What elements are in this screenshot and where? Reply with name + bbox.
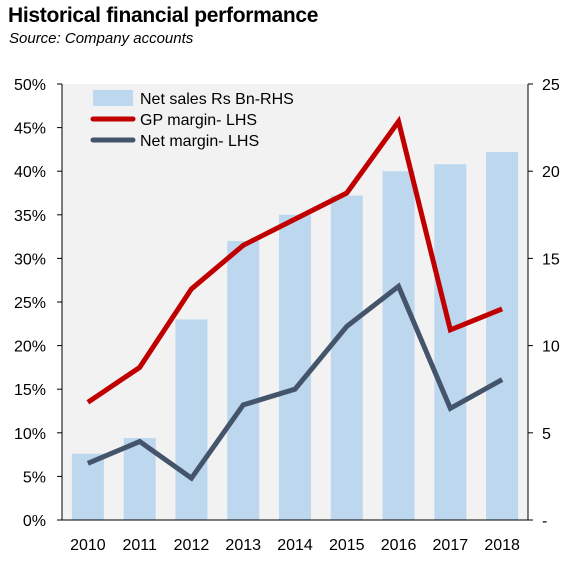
legend-label: Net margin- LHS [140,133,259,150]
right-tick-label: 25 [542,77,560,94]
bar-2018 [486,152,519,521]
x-tick-label: 2011 [122,537,157,554]
axes: 0% 5% 10% 15% 20% 25% 30% 35% 40% 45% 50% - 5 10 15 20 2… [14,77,560,554]
left-tick-label: 15% [14,382,46,399]
legend-swatch-bar [93,90,133,106]
left-tick-label: 20% [14,339,46,356]
right-tick-label: 20 [542,164,560,181]
bar-2017 [434,164,467,520]
x-tick-label: 2010 [70,537,106,554]
legend-label: GP margin- LHS [140,112,257,129]
right-tick-label: - [542,513,547,530]
left-tick-label: 5% [23,469,46,486]
bar-2014 [279,214,311,521]
left-tick-label: 40% [14,164,46,181]
legend-label: Net sales Rs Bn-RHS [140,91,294,108]
chart-subtitle: Source: Company accounts [9,30,194,47]
left-tick-label: 10% [14,426,46,443]
line-net-margin-lhs [86,282,504,482]
bar-2010 [71,453,104,520]
x-tick-label: 2012 [174,537,210,554]
bar-2013 [227,240,260,520]
right-tick-label: 10 [542,339,560,356]
legend: Net sales Rs Bn-RHS GP margin- LHS Net mar… [90,90,294,150]
left-tick-label: 45% [14,121,46,138]
x-tick-label: 2014 [277,537,313,554]
left-tick-label: 35% [14,208,46,225]
line-gp-margin-lhs [86,115,504,405]
x-tick-label: 2013 [225,537,261,554]
right-tick-label: 5 [542,426,551,443]
chart-title: Historical financial performance [8,4,319,27]
bar-2016 [382,171,415,520]
left-tick-label: 25% [14,295,46,312]
x-tick-label: 2015 [329,537,365,554]
bar-series-net-sales [71,152,519,521]
x-tick-label: 2018 [484,537,520,554]
right-tick-label: 15 [542,251,560,268]
bar-2012 [175,319,208,520]
line-series [86,115,504,482]
x-tick-label: 2017 [433,537,469,554]
x-tick-label: 2016 [381,537,417,554]
left-tick-label: 50% [14,77,46,94]
bar-2015 [330,195,363,520]
left-tick-label: 30% [14,251,46,268]
left-tick-label: 0% [23,513,46,530]
